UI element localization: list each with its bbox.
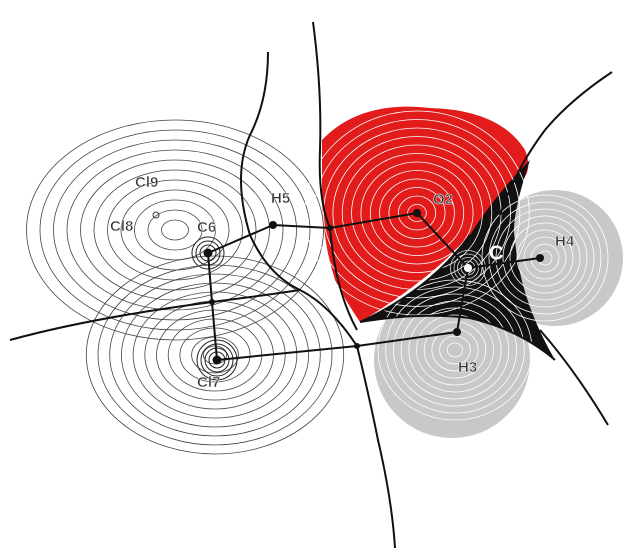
nucleus [453,328,461,336]
contour [97,264,333,446]
contour [121,282,309,428]
contour [400,300,510,400]
separatrix [312,21,358,331]
contour [360,161,474,265]
contour [523,236,567,280]
contour [109,273,321,437]
atom-label: Cl8 [110,218,133,235]
separatrix [359,234,556,361]
contour [423,321,487,379]
atom-label: C6 [197,219,216,236]
contour [26,119,324,341]
separatrix [356,345,396,549]
nucleus [204,249,212,257]
contours [26,119,345,455]
nucleus [464,264,472,272]
contour [323,127,511,299]
contour [408,307,502,393]
contour [516,229,574,287]
critical-points [152,209,544,364]
critical-point [327,225,333,231]
contour [39,129,311,331]
contour [351,153,483,273]
contour [53,139,297,321]
atom-label: H5 [271,190,290,207]
contour [457,257,479,279]
contour [453,253,483,283]
contour [488,201,602,315]
critical-point [354,343,360,349]
contour [446,342,464,358]
atom-label: Cl9 [135,174,158,191]
atom-label: H3 [458,359,477,376]
critical-point [209,299,215,305]
atom-label: C [489,242,503,264]
nucleus [269,221,277,229]
contour [200,343,234,377]
contour [132,291,298,419]
separatrix [499,71,613,216]
contour [379,178,455,248]
contour [388,187,446,239]
contour [196,339,238,381]
contour [191,236,225,270]
contour [397,195,437,231]
contour [161,219,189,241]
nucleus [536,254,544,262]
contour [416,314,494,386]
contour [341,144,493,282]
nucleus [213,356,221,364]
contour [439,335,471,365]
atom-label: H4 [555,233,575,250]
marker [152,211,160,219]
contour [450,250,486,286]
contour [385,286,525,414]
inner-contours [304,110,609,421]
separatrix [539,329,609,426]
separatrix [9,289,301,341]
contour [313,119,521,307]
nucleus [413,209,421,217]
contour [495,208,595,308]
contour [369,170,465,256]
contour [204,347,230,373]
contour [502,215,588,301]
contour [85,255,345,455]
contour [509,222,581,294]
atom-label: Cl7 [197,374,220,391]
contour [530,243,560,273]
contour [134,199,216,261]
contour [147,209,203,251]
atom-label: O2 [433,191,453,208]
contour [120,189,230,271]
contour [66,149,284,311]
contour [407,204,427,222]
contour [392,293,517,407]
